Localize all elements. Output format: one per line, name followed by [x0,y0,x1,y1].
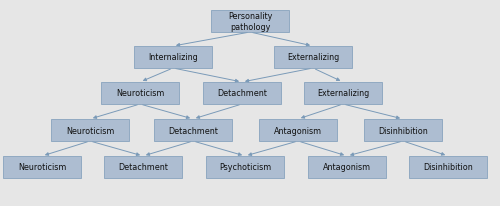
Text: Antagonism: Antagonism [323,163,371,172]
Text: Detachment: Detachment [168,126,218,135]
Text: Neuroticism: Neuroticism [116,89,164,98]
FancyBboxPatch shape [211,11,289,33]
Text: Externalizing: Externalizing [287,53,339,62]
Text: Externalizing: Externalizing [317,89,369,98]
Text: Disinhibition: Disinhibition [378,126,428,135]
FancyBboxPatch shape [259,119,337,141]
Text: Disinhibition: Disinhibition [423,163,473,172]
FancyBboxPatch shape [274,47,352,69]
FancyBboxPatch shape [206,156,284,178]
Text: Detachment: Detachment [217,89,267,98]
Text: Psychoticism: Psychoticism [219,163,271,172]
FancyBboxPatch shape [101,83,179,104]
Text: Detachment: Detachment [118,163,168,172]
Text: Neuroticism: Neuroticism [66,126,114,135]
FancyBboxPatch shape [409,156,487,178]
FancyBboxPatch shape [154,119,232,141]
FancyBboxPatch shape [304,83,382,104]
FancyBboxPatch shape [364,119,442,141]
FancyBboxPatch shape [308,156,386,178]
FancyBboxPatch shape [51,119,129,141]
Text: Personality
pathology: Personality pathology [228,12,272,32]
Text: Neuroticism: Neuroticism [18,163,66,172]
FancyBboxPatch shape [3,156,81,178]
FancyBboxPatch shape [134,47,212,69]
Text: Internalizing: Internalizing [148,53,198,62]
Text: Antagonism: Antagonism [274,126,322,135]
FancyBboxPatch shape [104,156,182,178]
FancyBboxPatch shape [203,83,281,104]
